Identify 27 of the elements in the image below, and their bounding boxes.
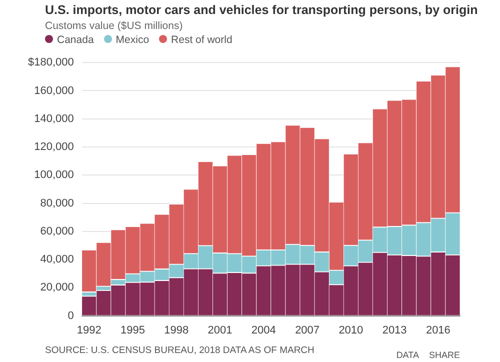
y-tick-label: 0	[68, 310, 74, 322]
legend-label: Rest of world	[170, 34, 232, 46]
text: DATA	[396, 350, 419, 360]
text: SHARE	[428, 350, 460, 360]
y-tick-label: 140,000	[34, 112, 74, 125]
y-tick-label: 160,000	[34, 84, 74, 97]
y-tick-label: 60,000	[40, 225, 74, 238]
x-tick-label: 1998	[164, 324, 189, 336]
chart-subtitle: Customs value ($US millions)	[45, 20, 183, 32]
y-tick-label: 100,000	[34, 169, 74, 182]
y-tick-label: 40,000	[40, 254, 74, 266]
y-tick-label: 120,000	[34, 141, 74, 154]
x-tick-label: 2001	[208, 324, 232, 336]
legend-label: Mexico	[114, 34, 150, 46]
legend-label: Canada	[56, 34, 94, 46]
x-tick-label: 2004	[251, 324, 276, 336]
source-note: SOURCE: U.S. CENSUS BUREAU, 2018 DATA AS OF MARCH	[45, 345, 314, 356]
chart-title: U.S. imports, motor cars and vehicles for transporting persons, by origin	[45, 3, 478, 17]
x-tick-label: 2010	[338, 324, 364, 336]
y-tick-label: $180,000	[28, 56, 74, 69]
y-tick-label: 20,000	[40, 282, 74, 294]
x-tick-label: 1995	[120, 324, 146, 336]
x-tick-label: 1992	[76, 324, 102, 336]
x-tick-label: 2007	[295, 324, 320, 336]
x-tick-label: 2016	[426, 324, 450, 336]
y-tick-label: 80,000	[40, 197, 74, 210]
x-tick-label: 2013	[382, 324, 407, 336]
